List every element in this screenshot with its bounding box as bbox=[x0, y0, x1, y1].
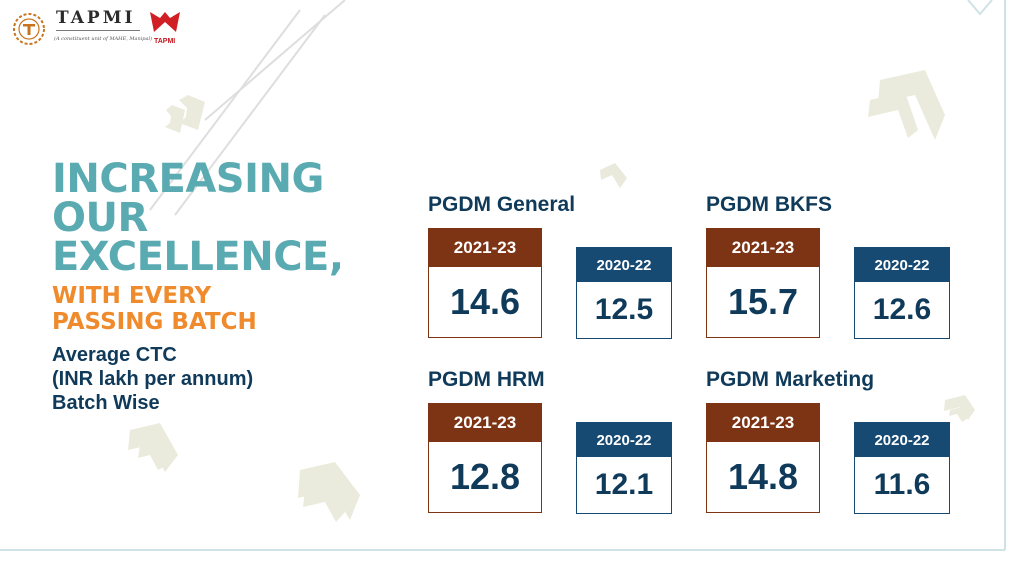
previous-batch-card: 2020-22 12.5 bbox=[576, 247, 672, 339]
current-batch-label: 2021-23 bbox=[429, 229, 541, 267]
current-batch-value: 12.8 bbox=[449, 456, 521, 497]
previous-batch-value: 12.5 bbox=[594, 293, 654, 326]
hero-title-line-2: OUR bbox=[52, 195, 148, 241]
program-title: PGDM Marketing bbox=[706, 368, 875, 391]
tapmi-emblem-icon bbox=[13, 13, 45, 45]
hero-block: INCREASING OUR EXCELLENCE, WITH EVERY PA… bbox=[52, 156, 344, 415]
header-logos: TAPMI (A constituent unit of MAHE, Manip… bbox=[8, 8, 208, 50]
program-title: PGDM HRM bbox=[428, 368, 545, 391]
hero-subtitle-line-2: PASSING BATCH bbox=[52, 309, 257, 335]
previous-batch-label: 2020-22 bbox=[855, 423, 949, 457]
current-batch-card: 2021-23 14.6 bbox=[428, 228, 542, 338]
flame-logo-label: TAPMI bbox=[154, 38, 176, 45]
previous-batch-label: 2020-22 bbox=[577, 248, 671, 282]
brand-tagline: (A constituent unit of MAHE, Manipal) bbox=[54, 36, 153, 42]
current-batch-label: 2021-23 bbox=[707, 229, 819, 267]
flame-logo-icon bbox=[150, 12, 180, 32]
previous-batch-label: 2020-22 bbox=[577, 423, 671, 457]
program-title: PGDM BKFS bbox=[706, 193, 832, 216]
hero-caption-line-3: Batch Wise bbox=[52, 392, 160, 414]
chevron-icon bbox=[944, 395, 975, 422]
program-title: PGDM General bbox=[428, 193, 576, 216]
hero-subtitle-line-1: WITH EVERY bbox=[52, 283, 212, 309]
current-batch-card: 2021-23 12.8 bbox=[428, 403, 542, 513]
chevron-icon bbox=[128, 423, 178, 472]
previous-batch-value: 11.6 bbox=[873, 468, 931, 501]
previous-batch-card: 2020-22 11.6 bbox=[854, 422, 950, 514]
current-batch-value: 14.8 bbox=[727, 456, 799, 497]
frame-line bbox=[0, 0, 1006, 551]
diagonal-lines bbox=[149, 0, 346, 216]
hero-title-line-3: EXCELLENCE, bbox=[52, 234, 344, 280]
current-batch-label: 2021-23 bbox=[429, 404, 541, 442]
hero-caption-line-1: Average CTC bbox=[52, 344, 177, 366]
previous-batch-card: 2020-22 12.6 bbox=[854, 247, 950, 339]
previous-batch-card: 2020-22 12.1 bbox=[576, 422, 672, 514]
brand-divider bbox=[56, 30, 140, 31]
hero-caption-line-2: (INR lakh per annum) bbox=[52, 368, 254, 390]
chevron-icon bbox=[868, 70, 945, 140]
chevron-icon bbox=[165, 95, 205, 133]
current-batch-value: 14.6 bbox=[449, 281, 521, 322]
hero-title-line-1: INCREASING bbox=[52, 156, 324, 202]
current-batch-label: 2021-23 bbox=[707, 404, 819, 442]
previous-batch-value: 12.6 bbox=[872, 293, 932, 326]
previous-batch-label: 2020-22 bbox=[855, 248, 949, 282]
chevron-icon bbox=[298, 462, 360, 522]
chevron-icon bbox=[600, 163, 627, 188]
current-batch-card: 2021-23 15.7 bbox=[706, 228, 820, 338]
brand-name: TAPMI bbox=[56, 8, 136, 28]
current-batch-value: 15.7 bbox=[727, 281, 799, 322]
previous-batch-value: 12.1 bbox=[594, 468, 654, 501]
current-batch-card: 2021-23 14.8 bbox=[706, 403, 820, 513]
